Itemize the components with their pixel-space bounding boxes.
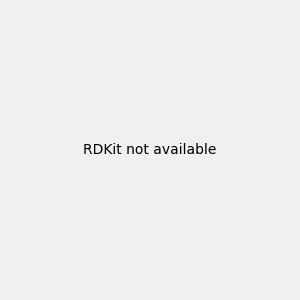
Text: RDKit not available: RDKit not available (83, 143, 217, 157)
